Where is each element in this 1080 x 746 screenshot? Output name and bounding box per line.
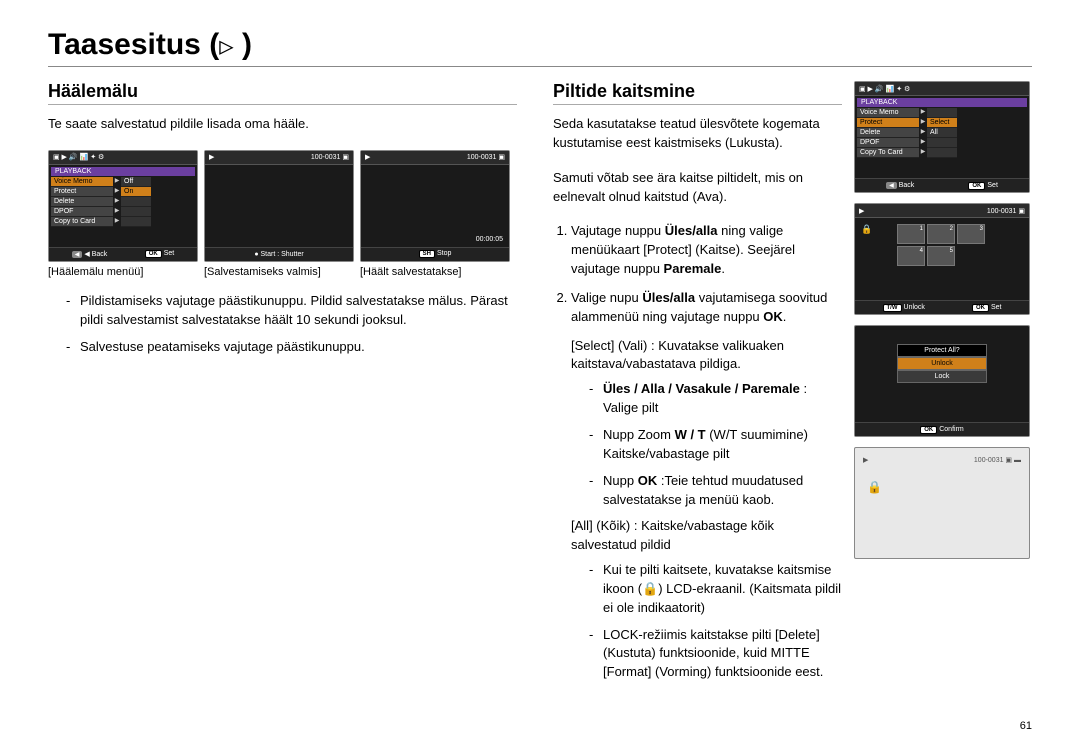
screenshot-menu: ▣ ▶ 🔊 📊 ✦ ⚙ PLAYBACK Voice Memo▶Off Prot… — [48, 150, 198, 262]
screenshot-ready: ▶ 100-0031 ▣ ● Start : Shutter — [204, 150, 354, 262]
step-1: Vajutage nuppu Üles/alla ning valige men… — [571, 222, 842, 279]
rule — [553, 104, 842, 105]
screenshot-select-grid: ▶100-0031 ▣ 🔒 1 2 3 4 5 T/WUnlock OKSet — [854, 203, 1030, 315]
sub-3: Nupp OK :Teie tehtud muudatused salvesta… — [589, 472, 842, 510]
play-mode-icon: ▷ — [219, 32, 233, 60]
sub-2: Nupp Zoom W / T (W/T suumimine) Kaitske/… — [589, 426, 842, 464]
screenshot-protect-all: Protect All? Unlock Lock OKConfirm — [854, 325, 1030, 437]
screenshot-row: ▣ ▶ 🔊 📊 ✦ ⚙ PLAYBACK Voice Memo▶Off Prot… — [48, 150, 517, 262]
post-2: LOCK-režiimis kaitstakse pilti [Delete] … — [589, 626, 842, 683]
caption-3: [Häält salvestatakse] — [360, 266, 510, 278]
page-title: Taasesitus (▷ ) — [48, 28, 1032, 62]
heading-protect: Piltide kaitsmine — [553, 81, 842, 102]
heading-voice-memo: Häälemälu — [48, 81, 517, 102]
bullet-1: Pildistamiseks vajutage päästikunuppu. P… — [66, 292, 517, 330]
select-line: [Select] (Vali) : Kuvatakse valikuaken k… — [571, 337, 842, 375]
caption-1: [Häälemälu menüü] — [48, 266, 198, 278]
caption-2: [Salvestamiseks valmis] — [204, 266, 354, 278]
lock-icon: 🔒 — [867, 480, 882, 494]
intro-text: Te saate salvestatud pildile lisada oma … — [48, 115, 517, 134]
page-number: 61 — [1020, 720, 1032, 732]
screenshot-recording: ▶ 100-0031 ▣ 00:00:05 SHStop — [360, 150, 510, 262]
rule — [48, 104, 517, 105]
sub-1: Üles / Alla / Vasakule / Paremale : Vali… — [589, 380, 842, 418]
bullet-2: Salvestuse peatamiseks vajutage päästiku… — [66, 338, 517, 357]
screenshot-locked: ▶100-0031 ▣ ▬ 🔒 — [854, 447, 1030, 559]
screenshot-protect-menu: ▣ ▶ 🔊 📊 ✦ ⚙ PLAYBACK Voice Memo▶ Protect… — [854, 81, 1030, 193]
title-rule — [48, 66, 1032, 67]
screen-topbar: ▣ ▶ 🔊 📊 ✦ ⚙ — [49, 151, 197, 165]
menu-header: PLAYBACK — [51, 167, 195, 176]
all-line: [All] (Kõik) : Kaitske/vabastage kõik sa… — [571, 517, 842, 555]
intro-protect-1: Seda kasutatakse teatud ülesvõtete kogem… — [553, 115, 842, 153]
intro-protect-2: Samuti võtab see ära kaitse piltidelt, m… — [553, 169, 842, 207]
step-2: Valige nupu Üles/alla vajutamisega soovi… — [571, 289, 842, 327]
post-1: Kui te pilti kaitsete, kuvatakse kaitsmi… — [589, 561, 842, 618]
lock-icon: 🔒 — [861, 224, 872, 235]
